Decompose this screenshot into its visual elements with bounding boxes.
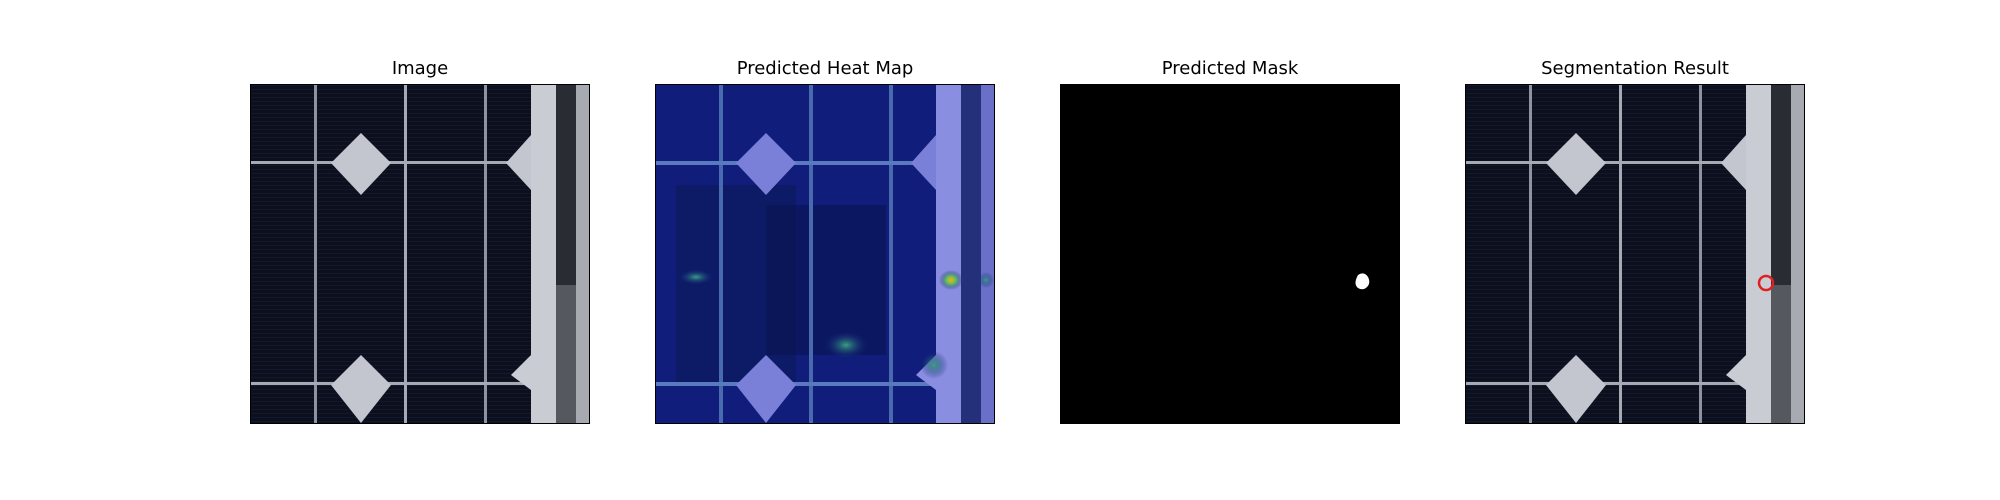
heatmap-image [656, 85, 994, 423]
mask-image [1061, 85, 1399, 423]
solar-cell-image [251, 85, 589, 423]
image-frame [250, 84, 590, 424]
panel-title: Predicted Heat Map [736, 58, 914, 79]
segmentation-image [1466, 85, 1804, 423]
mask-frame [1060, 84, 1400, 424]
mask-blob [1355, 273, 1370, 290]
segmentation-frame [1465, 84, 1805, 424]
panel-title: Image [391, 58, 449, 79]
panel-title: Predicted Mask [1161, 58, 1299, 79]
panel-title: Segmentation Result [1541, 58, 1729, 79]
heatmap-frame [655, 84, 995, 424]
defect-outline [1757, 274, 1775, 292]
